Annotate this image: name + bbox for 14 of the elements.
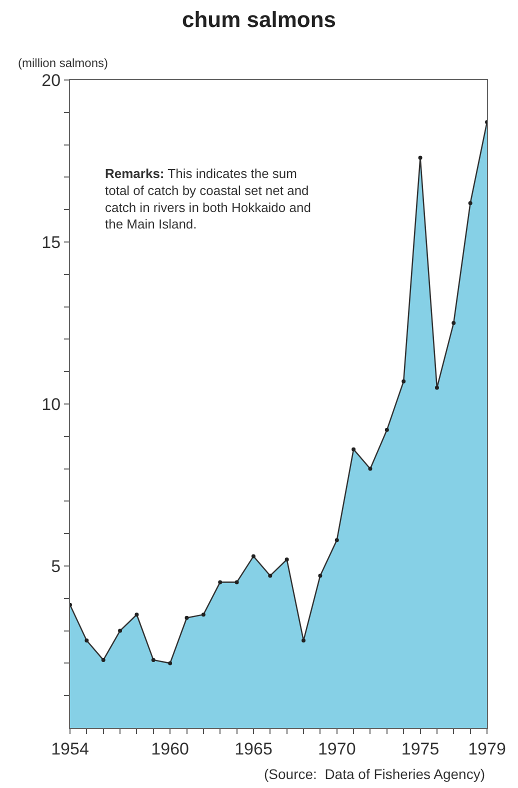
x-tick-label: 1975 xyxy=(401,739,440,758)
y-tick-label: 20 xyxy=(42,70,61,90)
x-tick-label: 1965 xyxy=(234,739,272,758)
y-tick-label: 15 xyxy=(42,232,61,252)
y-tick-label: 5 xyxy=(51,556,61,576)
x-tick-label: 1954 xyxy=(51,739,89,758)
text: (Source: Data of Fisheries Agency) xyxy=(264,766,485,782)
chart-title: chum salmons xyxy=(182,7,336,32)
y-tick-label: 10 xyxy=(42,394,61,414)
x-tick-label: 1979 xyxy=(468,739,506,758)
y-axis-title: (million salmons) xyxy=(18,56,108,70)
x-tick-label: 1970 xyxy=(318,739,356,758)
x-tick-label: 1960 xyxy=(151,739,189,758)
annotation: Remarks: This indicates the sum total of catch by coastal set net and catch in rivers in both Hokkaido and the Main Island. xyxy=(105,166,311,232)
